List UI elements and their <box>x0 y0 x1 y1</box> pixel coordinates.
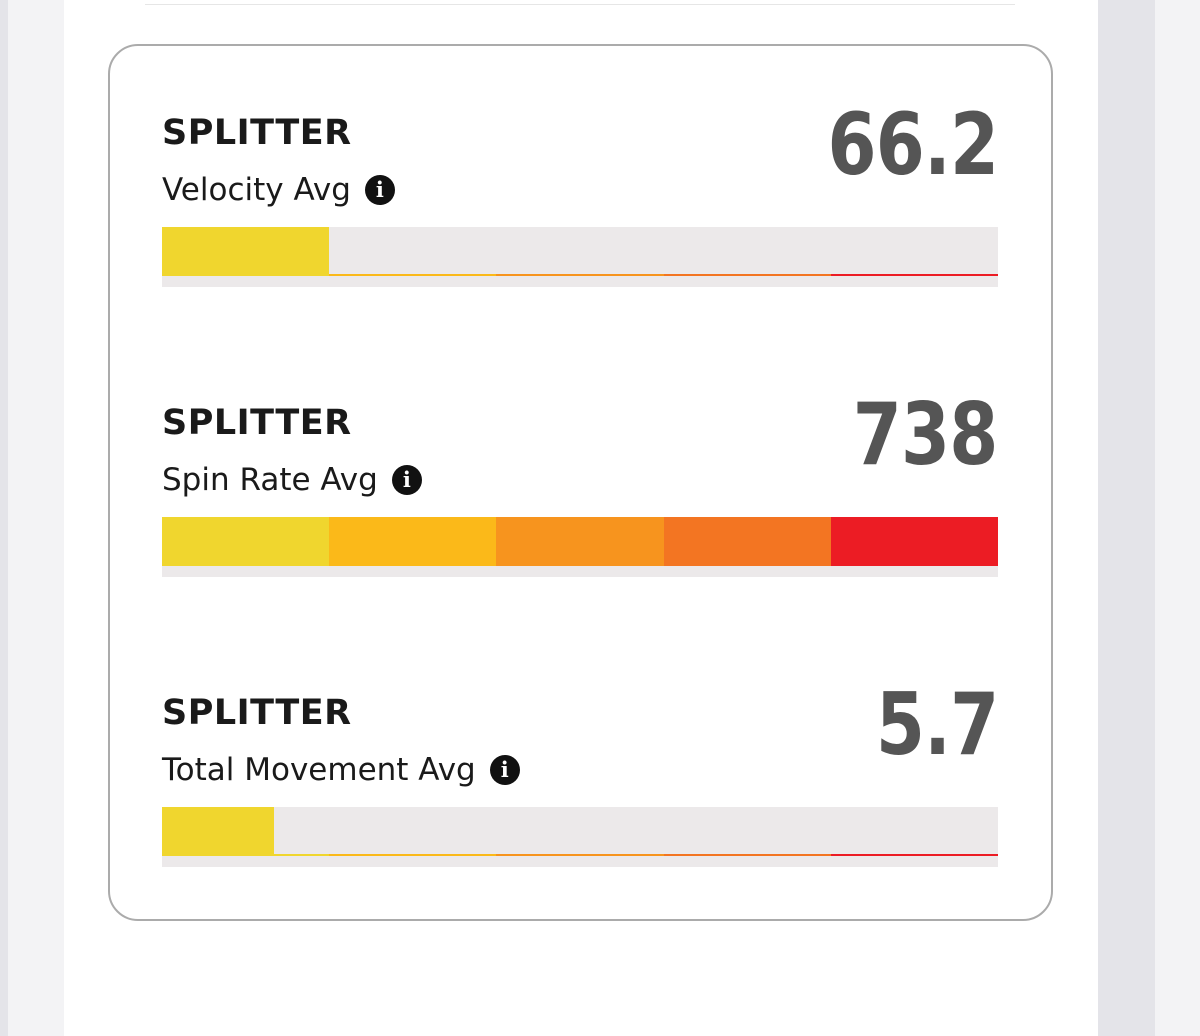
pitch-name: SPLITTER <box>162 113 352 153</box>
metric-text: Spin Rate Avg <box>162 462 378 498</box>
gauge-underline <box>830 564 998 566</box>
divider <box>145 4 1015 5</box>
stat-value: 66.2 <box>827 95 999 195</box>
gauge-underline <box>329 274 497 276</box>
edge-strip <box>1098 0 1155 1036</box>
gauge-underline <box>663 564 831 566</box>
gauge-underline <box>663 274 831 276</box>
gauge-underline <box>329 854 497 856</box>
gauge-underline <box>162 274 330 276</box>
gauge-band <box>663 517 832 565</box>
metric-label: Velocity Avg i <box>162 170 395 210</box>
info-icon[interactable]: i <box>489 755 520 785</box>
gauge-underline <box>162 854 330 856</box>
gauge-band <box>496 517 665 565</box>
gauge-underline <box>830 274 998 276</box>
gauge-underline <box>663 854 831 856</box>
gauge-band <box>162 517 331 565</box>
stats-card <box>108 44 1053 921</box>
gauge-underline <box>496 564 664 566</box>
metric-label: Total Movement Avg i <box>162 750 520 790</box>
gauge-underline <box>496 274 664 276</box>
pitch-name: SPLITTER <box>162 403 352 443</box>
gauge-bar <box>162 517 998 577</box>
metric-label: Spin Rate Avg i <box>162 460 422 500</box>
gauge-underline <box>162 564 330 566</box>
gauge-bar <box>162 807 998 867</box>
pitch-name: SPLITTER <box>162 693 352 733</box>
gauge-bar <box>162 227 998 287</box>
gauge-band <box>329 517 498 565</box>
gauge-underline <box>496 854 664 856</box>
gauge-fill <box>162 227 330 275</box>
gauge-band <box>162 807 275 855</box>
metric-text: Total Movement Avg <box>162 752 476 788</box>
gauge-fill <box>162 517 998 565</box>
gauge-band <box>162 227 330 275</box>
stat-value: 738 <box>853 385 999 485</box>
gauge-band <box>830 517 998 565</box>
info-icon[interactable]: i <box>364 175 395 205</box>
edge-strip <box>0 0 8 1036</box>
metric-text: Velocity Avg <box>162 172 351 208</box>
stat-value: 5.7 <box>875 675 999 775</box>
gauge-fill <box>162 807 275 855</box>
gauge-underline <box>830 854 998 856</box>
info-icon[interactable]: i <box>391 465 422 495</box>
gauge-underline <box>329 564 497 566</box>
